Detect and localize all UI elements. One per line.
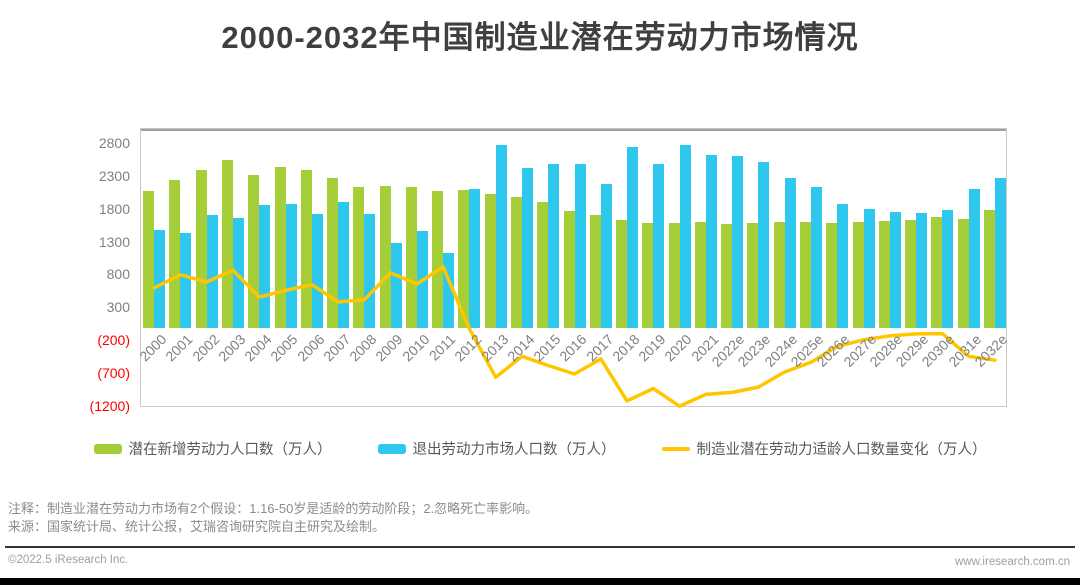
bar-exit-labor <box>810 187 822 328</box>
bar-exit-labor <box>627 146 639 328</box>
bar-new-labor <box>878 220 890 328</box>
y-tick-label: (200) <box>97 332 130 349</box>
bar-exit-labor <box>705 155 717 328</box>
bar-new-labor <box>747 222 759 328</box>
bar-new-labor <box>458 189 470 328</box>
bar-exit-labor <box>259 205 271 328</box>
y-tick-label: (1200) <box>89 397 130 414</box>
bar-exit-labor <box>338 201 350 328</box>
legend-line-swatch <box>661 446 690 451</box>
legend-item: 制造业潜在劳动力适龄人口数量变化（万人） <box>661 438 987 459</box>
bar-exit-labor <box>443 253 455 328</box>
bar-new-labor <box>957 218 969 328</box>
bar-exit-labor <box>574 164 586 328</box>
bar-exit-labor <box>994 178 1006 328</box>
y-tick-label: 1800 <box>98 200 130 217</box>
bar-exit-labor <box>285 204 297 328</box>
y-tick-label: 2300 <box>98 167 130 184</box>
bar-new-labor <box>642 222 654 328</box>
bar-exit-labor <box>968 189 980 328</box>
separator-line <box>5 546 1075 548</box>
bar-exit-labor <box>311 213 323 328</box>
bar-exit-labor <box>942 210 954 328</box>
bar-new-labor <box>905 220 917 328</box>
bar-new-labor <box>353 186 365 328</box>
legend-label: 退出劳动力市场人口数（万人） <box>412 442 616 458</box>
footer-copyright: ©2022.5 iResearch Inc. <box>8 554 129 566</box>
legend-item: 退出劳动力市场人口数（万人） <box>377 438 616 459</box>
trend-line-layer <box>152 265 997 408</box>
bar-exit-labor <box>837 203 849 328</box>
bar-new-labor <box>983 210 995 328</box>
bar-new-labor <box>221 159 233 328</box>
bar-new-labor <box>799 222 811 328</box>
bar-exit-labor <box>863 209 875 328</box>
plot-area <box>140 128 1007 408</box>
bar-exit-labor <box>732 155 744 328</box>
bar-new-labor <box>563 211 575 328</box>
bar-new-labor <box>694 222 706 328</box>
bar-new-labor <box>616 219 628 328</box>
bar-new-labor <box>432 191 444 328</box>
y-tick-label: 2800 <box>98 134 130 151</box>
trend-line <box>152 265 997 408</box>
bar-new-labor <box>300 169 312 328</box>
bar-exit-labor <box>784 178 796 328</box>
bar-exit-labor <box>469 189 481 328</box>
bar-exit-labor <box>521 168 533 328</box>
legend-label: 制造业潜在劳动力适龄人口数量变化（万人） <box>696 442 987 458</box>
footer-website: www.iresearch.com.cn <box>954 556 1070 568</box>
bar-new-labor <box>248 174 260 328</box>
bar-new-labor <box>668 222 680 328</box>
page-title: 2000-2032年中国制造业潜在劳动力市场情况 <box>221 20 859 55</box>
bar-new-labor <box>405 186 417 328</box>
legend-bar-swatch <box>93 443 122 454</box>
bar-new-labor <box>484 193 496 328</box>
bar-exit-labor <box>679 144 691 328</box>
bar-exit-labor <box>154 230 166 328</box>
bar-new-labor <box>274 166 286 328</box>
legend-bar-swatch <box>377 443 406 454</box>
bar-exit-labor <box>232 218 244 328</box>
bar-new-labor <box>195 169 207 328</box>
bar-exit-labor <box>495 145 507 328</box>
zero-axis-line <box>141 129 1006 131</box>
bar-new-labor <box>589 214 601 328</box>
bar-exit-labor <box>889 212 901 328</box>
notes: 注释：制造业潜在劳动力市场有2个假设：1.16-50岁是适龄的劳动阶段；2.忽略… <box>8 500 538 536</box>
bar-exit-labor <box>600 184 612 328</box>
y-tick-label: 1300 <box>98 233 130 250</box>
bar-exit-labor <box>180 233 192 328</box>
bar-new-labor <box>379 186 391 328</box>
bar-new-labor <box>143 191 155 328</box>
bar-exit-labor <box>364 214 376 328</box>
legend: 潜在新增劳动力人口数（万人） 退出劳动力市场人口数（万人） 制造业潜在劳动力适龄人口… <box>0 438 1080 459</box>
bar-new-labor <box>931 216 943 328</box>
bar-exit-labor <box>206 214 218 328</box>
bar-exit-labor <box>390 242 402 328</box>
legend-label: 潜在新增劳动力人口数（万人） <box>128 442 332 458</box>
y-tick-label: 300 <box>106 299 130 316</box>
bar-new-labor <box>169 180 181 328</box>
bar-new-labor <box>852 222 864 328</box>
bar-new-labor <box>327 178 339 328</box>
y-tick-label: (700) <box>97 365 130 381</box>
bar-exit-labor <box>758 162 770 328</box>
bar-exit-labor <box>653 163 665 328</box>
bar-new-labor <box>826 222 838 328</box>
notes-line-2: 来源：国家统计局、统计公报，艾瑞咨询研究院自主研究及绘制。 <box>8 519 386 534</box>
notes-line-1: 注释：制造业潜在劳动力市场有2个假设：1.16-50岁是适龄的劳动阶段；2.忽略… <box>8 501 539 516</box>
bottom-black-bar <box>0 578 1080 585</box>
y-tick-label: 800 <box>106 266 130 283</box>
bar-new-labor <box>510 196 522 328</box>
bar-new-labor <box>537 202 549 328</box>
legend-item: 潜在新增劳动力人口数（万人） <box>93 438 332 459</box>
bar-exit-labor <box>548 163 560 328</box>
bar-new-labor <box>773 222 785 328</box>
bar-exit-labor <box>916 212 928 328</box>
bar-new-labor <box>721 224 733 328</box>
